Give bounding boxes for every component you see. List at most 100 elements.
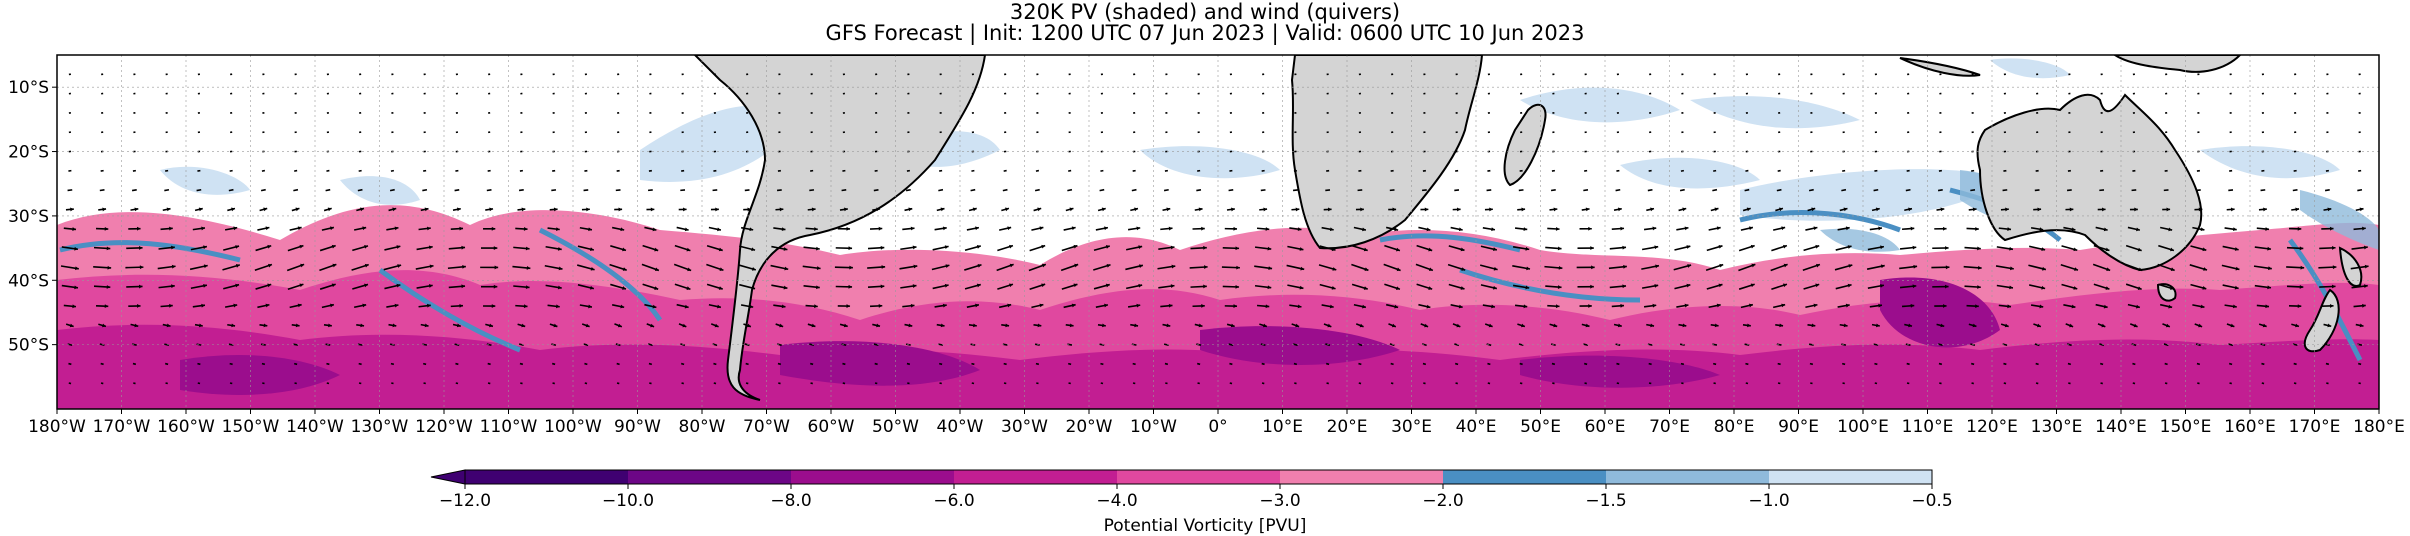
wind-arrow [261,190,266,191]
wind-arrow [1327,383,1329,384]
wind-arrow [1648,190,1653,191]
lat-tick-label: 10°S [8,78,49,98]
wind-arrow [133,383,135,384]
wind-arrow [1293,190,1298,191]
wind-arrow [2036,364,2039,365]
wind-arrow [1262,383,1264,384]
lon-tick-label: 120°E [1966,417,2018,437]
lon-tick-label: 10°W [1130,417,1177,437]
wind-arrow [1520,383,1522,384]
wind-arrow [585,383,587,384]
lat-tick-label: 30°S [8,207,49,227]
colorbar-tick-label: −1.0 [1748,491,1789,511]
wind-arrow [2132,364,2135,365]
wind-arrow [971,190,976,191]
wind-arrow [230,383,232,384]
wind-arrow [1068,171,1071,172]
wind-arrow [2229,364,2232,365]
lon-tick-label: 140°W [286,417,344,437]
wind-arrow [487,190,492,191]
wind-arrow [1261,190,1266,191]
colorbar-ticks: −12.0−10.0−8.0−6.0−4.0−3.0−2.0−1.5−1.0−0… [439,484,1953,511]
wind-arrow [1938,190,1943,191]
colorbar-segment [954,470,1118,484]
wind-arrow [1616,364,1619,365]
wind-arrow [746,383,748,384]
wind-arrow [553,383,555,384]
wind-arrow [649,364,652,365]
wind-arrow [391,364,394,365]
map-area [57,55,2379,409]
wind-arrow [2165,364,2168,365]
wind-arrow [875,383,877,384]
lon-tick-label: 80°E [1714,417,1755,437]
wind-arrow [811,383,813,384]
wind-arrow [198,383,200,384]
wind-arrow [1036,171,1039,172]
colorbar-segment [628,470,792,484]
wind-arrow [1681,364,1684,365]
wind-arrow [519,190,524,191]
wind-arrow [1970,190,1975,191]
wind-arrow [1004,364,1007,365]
wind-arrow [1874,364,1877,365]
wind-arrow [1680,190,1685,191]
wind-arrow [842,364,845,365]
wind-arrow [1423,383,1425,384]
wind-arrow [2036,383,2038,384]
colorbar-tick-label: −2.0 [1422,491,1463,511]
colorbar-segment [1769,470,1933,484]
wind-arrow [1519,190,1524,191]
lon-tick-label: 170°W [93,417,151,437]
wind-arrow [1617,383,1619,384]
wind-arrow [714,383,716,384]
wind-arrow [1391,383,1393,384]
wind-arrow [423,364,426,365]
wind-arrow [229,190,234,191]
wind-arrow [2165,383,2167,384]
wind-arrow [326,364,329,365]
lon-tick-label: 30°W [1001,417,1048,437]
wind-arrow [907,383,909,384]
lon-tick-label: 30°E [1391,417,1432,437]
lat-tick-label: 40°S [8,271,49,291]
wind-arrow [1133,383,1135,384]
wind-arrow [69,383,71,384]
wind-arrow [1230,383,1232,384]
wind-arrow [1810,383,1812,384]
wind-arrow [1551,190,1556,191]
lon-tick-label: 150°E [2160,417,2212,437]
wind-arrow [938,190,943,191]
wind-arrow [326,190,331,191]
lon-tick-label: 40°W [937,417,984,437]
wind-arrow [1423,364,1426,365]
lon-tick-label: 110°E [1902,417,1954,437]
wind-arrow [455,364,458,365]
lon-tick-label: 60°W [808,417,855,437]
colorbar-tick-label: −10.0 [602,491,654,511]
wind-arrow [1100,364,1103,365]
wind-arrow [842,190,847,191]
wind-arrow [1971,364,1974,365]
wind-arrow [455,190,460,191]
lat-tick-label: 50°S [8,336,49,356]
wind-arrow [1069,383,1071,384]
wind-arrow [1487,364,1490,365]
lon-tick-label: 0° [1208,417,1227,437]
wind-arrow [1197,364,1200,365]
lon-tick-label: 90°W [614,417,661,437]
wind-arrow [1035,190,1040,191]
colorbar-label: Potential Vorticity [PVU] [0,516,2410,536]
colorbar-segment [465,470,629,484]
wind-arrow [2357,190,2362,191]
lon-tick-label: 70°E [1649,417,1690,437]
wind-arrow [907,364,910,365]
wind-arrow [906,190,911,191]
wind-arrow [390,190,395,191]
wind-arrow [1229,190,1234,191]
wind-arrow [100,190,105,191]
lon-tick-label: 180°W [28,417,86,437]
wind-arrow [1745,190,1750,191]
wind-arrow [584,364,587,365]
wind-arrow [1455,364,1458,365]
